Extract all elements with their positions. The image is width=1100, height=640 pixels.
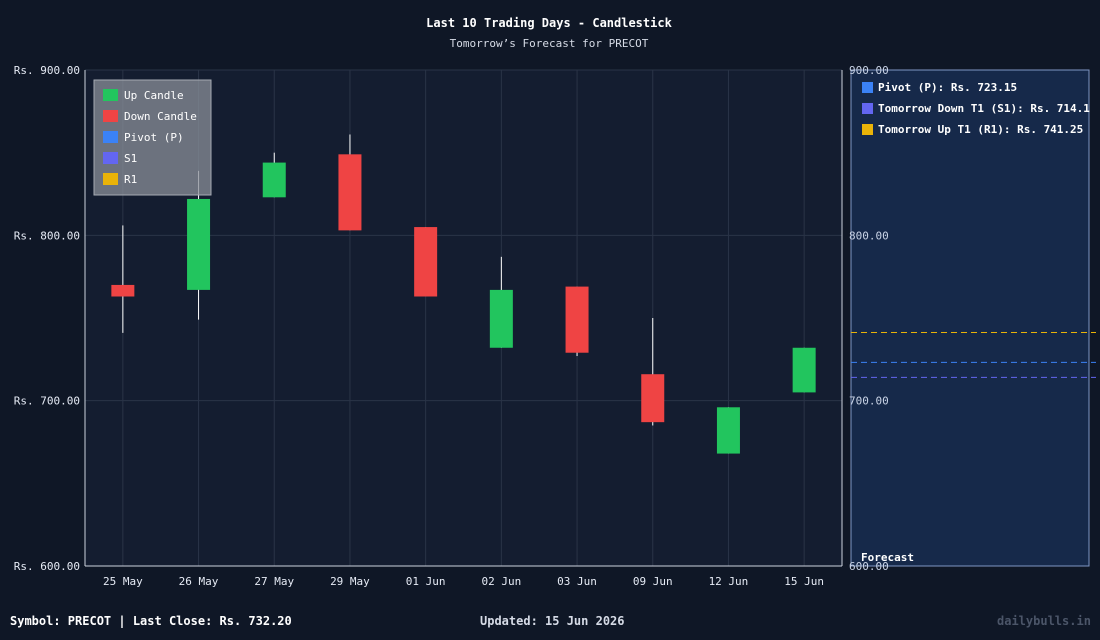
x-tick-label: 01 Jun xyxy=(406,575,446,588)
y-tick-label: Rs. 700.00 xyxy=(14,395,80,408)
up-candle-body xyxy=(716,407,740,454)
x-tick-label: 09 Jun xyxy=(633,575,673,588)
x-tick-label: 25 May xyxy=(103,575,143,588)
legend-label-pivot: Pivot (P) xyxy=(124,131,184,144)
legend-swatch-pivot xyxy=(103,131,118,143)
down-candle-body xyxy=(414,227,438,297)
legend-swatch-r1 xyxy=(103,173,118,185)
forecast-axis-labels: 900.00 800.00 700.00 600.00 xyxy=(849,64,889,573)
x-tick-label: 26 May xyxy=(179,575,219,588)
forecast-tick-label: 900.00 xyxy=(849,64,889,77)
forecast-tick-label: 700.00 xyxy=(849,395,889,408)
y-tick-label: Rs. 600.00 xyxy=(14,560,80,573)
footer-brand: dailybulls.in xyxy=(997,614,1091,628)
y-tick-label: Rs. 900.00 xyxy=(14,64,80,77)
legend-swatch-up-candle xyxy=(103,89,118,101)
y-tick-label: Rs. 800.00 xyxy=(14,229,80,242)
up-candle-body xyxy=(187,198,211,290)
legend-swatch-down-candle xyxy=(103,110,118,122)
legend-label-down-candle: Down Candle xyxy=(124,110,197,123)
legend-label-up-candle: Up Candle xyxy=(124,89,184,102)
forecast-tick-label: 600.00 xyxy=(849,560,889,573)
forecast-label: Forecast xyxy=(861,551,914,564)
up-candle-body xyxy=(489,289,513,348)
forecast-swatch xyxy=(862,124,873,135)
down-candle-body xyxy=(338,154,362,231)
forecast-legend-label: Tomorrow Down T1 (S1): Rs. 714.1 xyxy=(878,102,1090,115)
x-tick-label: 29 May xyxy=(330,575,370,588)
x-axis-labels: 25 May 26 May 27 May 29 May 01 Jun 02 Jun 03 J… xyxy=(103,575,824,588)
footer-updated: Updated: 15 Jun 2026 xyxy=(480,614,625,628)
x-tick-label: 15 Jun xyxy=(784,575,824,588)
forecast-swatch xyxy=(862,82,873,93)
chart-subtitle: Tomorrow’s Forecast for PRECOT xyxy=(450,37,649,50)
forecast-lines xyxy=(851,331,1096,378)
down-candle-body xyxy=(111,284,135,297)
legend-swatch-s1 xyxy=(103,152,118,164)
legend-label-r1: R1 xyxy=(124,173,137,186)
legend-label-s1: S1 xyxy=(124,152,137,165)
up-candle-body xyxy=(792,347,816,393)
forecast-legend-label: Tomorrow Up T1 (R1): Rs. 741.25 xyxy=(878,123,1083,136)
chart-title: Last 10 Trading Days - Candlestick xyxy=(426,16,672,30)
y-axis-labels: Rs. 900.00 Rs. 800.00 Rs. 700.00 Rs. 600.00 xyxy=(14,64,80,573)
x-tick-label: 03 Jun xyxy=(557,575,597,588)
candles xyxy=(111,134,816,454)
footer-symbol: Symbol: PRECOT | Last Close: Rs. 732.20 xyxy=(10,614,292,628)
down-candle-body xyxy=(565,286,589,353)
x-tick-label: 27 May xyxy=(254,575,294,588)
forecast-tick-label: 800.00 xyxy=(849,229,889,242)
forecast-swatch xyxy=(862,103,873,114)
down-candle-body xyxy=(641,374,665,423)
x-tick-label: 12 Jun xyxy=(709,575,749,588)
forecast-panel xyxy=(850,69,1090,567)
x-tick-label: 02 Jun xyxy=(481,575,521,588)
legend: Up Candle Down Candle Pivot (P) S1 R1 xyxy=(93,79,212,196)
forecast-legend-label: Pivot (P): Rs. 723.15 xyxy=(878,81,1017,94)
forecast-legend: Pivot (P): Rs. 723.15 Tomorrow Down T1 (S… xyxy=(862,81,1090,136)
up-candle-body xyxy=(262,162,286,198)
